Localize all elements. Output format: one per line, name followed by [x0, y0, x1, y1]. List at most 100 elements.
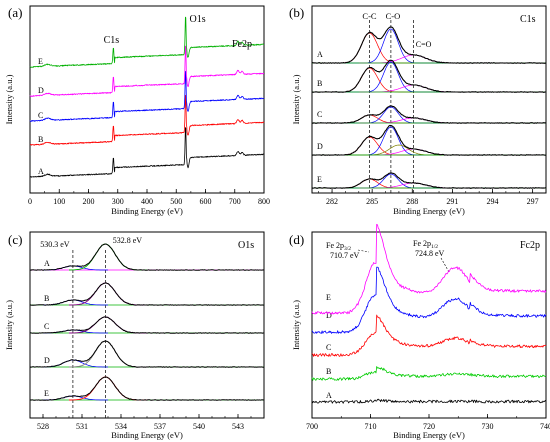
panel-d-fe12-value: 724.8 eV	[415, 249, 445, 258]
panel-b-fit-co-B	[332, 61, 493, 93]
panel-a-o1s-label: O1s	[190, 14, 206, 25]
panel-d-xtick-label: 700	[306, 422, 318, 431]
panel-d-series-label-A: A	[326, 391, 332, 400]
panel-b-ceo-label: C=O	[416, 40, 432, 49]
panel-d-fe12-leader	[440, 257, 450, 273]
panel-d-series-label-D: D	[326, 311, 332, 320]
panel-b-fit-extra-D	[345, 144, 480, 156]
panel-d-fe32-label: Fe 2p3/2	[326, 241, 351, 252]
panel-b-series-label-B: B	[317, 79, 322, 88]
panel-c-envelope-D	[29, 340, 264, 368]
panel-a-xtick-label: 800	[258, 197, 270, 206]
panel-b-series-label-C: C	[317, 110, 322, 119]
panel-a-c1s-label: C1s	[104, 35, 120, 46]
panel-d-xtick-label: 740	[540, 422, 550, 431]
panel-d-xtick-label: 730	[482, 422, 494, 431]
panel-d-xlabel: Binding Energy (eV)	[393, 430, 465, 440]
panel-b-envelope-D	[311, 124, 546, 156]
panel-d-series-label-E: E	[326, 293, 331, 302]
panel-c-xtick-label: 540	[193, 422, 205, 431]
panel-c-title: O1s	[238, 240, 254, 251]
panel-d-ylabel: Intensity (a.u.)	[291, 300, 301, 350]
panel-c-series-label-C: C	[44, 322, 49, 331]
panel-b-series-label-D: D	[317, 142, 323, 151]
panel-b-xtick-label: 297	[527, 197, 539, 206]
panel-c-frame	[29, 231, 265, 419]
panel-a-xtick-label: 200	[83, 197, 95, 206]
panel-a-series-label-B: B	[38, 135, 43, 144]
panel-b-fit-cc-D	[318, 136, 466, 156]
panel-a-fe2p-label: Fe2p	[232, 39, 252, 50]
panel-c-fit2-D	[69, 340, 147, 368]
panel-d-spectrum-C	[311, 314, 547, 357]
panel-b-frame	[311, 5, 547, 194]
panel-b-xtick-label: 288	[406, 197, 418, 206]
panel-b-envelope-E	[311, 172, 547, 189]
panel-d-series-label-B: B	[326, 367, 331, 376]
panel-c-envelope-A	[29, 243, 265, 271]
panel-a-series-label-A: A	[38, 167, 44, 176]
panel-a-spectrum-C	[29, 70, 265, 122]
panel-b-fit-cc-E	[318, 178, 466, 189]
panel-a-xlabel: Binding Energy (eV)	[111, 206, 183, 216]
panel-a-xtick-label: 400	[141, 197, 153, 206]
panel-a-xtick-label: 700	[229, 197, 241, 206]
panel-c-series-label-A: A	[44, 259, 50, 268]
panel-b-title: C1s	[520, 14, 536, 25]
panel-d-fe12-sub: 1/2	[431, 244, 438, 250]
panel-a-spectrum-B	[29, 95, 265, 146]
panel-a-xtick-label: 600	[200, 197, 212, 206]
panel-d-fe32-value: 710.7 eV	[330, 251, 360, 260]
panel-c-peak1-label: 530.3 eV	[40, 240, 70, 249]
panel-b-fit-cc-A	[318, 32, 466, 64]
panel-a-spectrum-E	[29, 16, 265, 68]
panel-b-envelope-C	[311, 105, 547, 124]
panel-c-xtick-label: 528	[37, 422, 49, 431]
panel-b-label: (b)	[289, 5, 304, 20]
panel-a-series-label-D: D	[38, 86, 44, 95]
panel-d-xtick-label: 720	[423, 422, 435, 431]
panel-c-series-label-B: B	[44, 294, 49, 303]
panel-a-series-label-E: E	[38, 57, 43, 66]
panel-b-envelope-B	[311, 59, 546, 93]
panel-b-xtick-label: 282	[326, 197, 338, 206]
panel-d-series-label-C: C	[326, 343, 331, 352]
panel-d-fe32-sub: 3/2	[344, 246, 351, 252]
panel-a-xtick-label: 500	[170, 197, 182, 206]
panel-c-xtick-label: 543	[232, 422, 244, 431]
panel-a-label: (a)	[8, 5, 22, 20]
panel-b-series-label-E: E	[317, 175, 322, 184]
panel-b-fit-cc-B	[318, 67, 466, 93]
panel-a-series-label-C: C	[38, 111, 43, 120]
panel-c-envelope-B	[29, 282, 265, 306]
panel-c-xtick-label: 537	[154, 422, 166, 431]
panel-b-xlabel: Binding Energy (eV)	[393, 206, 465, 216]
panel-c-xlabel: Binding Energy (eV)	[111, 430, 183, 440]
panel-d-spectrum-B	[311, 366, 547, 381]
panel-b-xtick-label: 294	[487, 197, 499, 206]
panel-b-co-label: C-O	[386, 11, 401, 21]
panel-a-spectrum-D	[29, 45, 265, 97]
panel-d-spectrum-D	[311, 266, 547, 334]
panel-c-envelope-E	[29, 376, 265, 401]
panel-c-envelope-C	[29, 316, 264, 334]
panel-b-cc-label: C-C	[362, 11, 377, 21]
panel-a-xtick-label: 100	[53, 197, 65, 206]
panel-c-ylabel: Intensity (a.u.)	[4, 300, 14, 350]
panel-c-series-label-E: E	[44, 389, 49, 398]
panel-b-xtick-label: 291	[446, 197, 458, 206]
panel-d-label: (d)	[289, 232, 304, 247]
panel-c-xtick-label: 534	[115, 422, 127, 431]
panel-b-envelope-A	[312, 26, 547, 64]
panel-d-spectrum-E	[311, 223, 547, 315]
panel-c-label: (c)	[8, 232, 22, 247]
panel-d-spectrum-A	[311, 398, 547, 404]
panel-c-peak2-label: 532.8 eV	[113, 236, 143, 245]
panel-d-fe32-leader	[357, 249, 370, 253]
panel-a-xtick-label: 0	[28, 197, 32, 206]
panel-b-ylabel: Intensity (a.u.)	[291, 74, 301, 124]
panel-a-frame	[29, 5, 265, 194]
panel-c-series-label-D: D	[44, 356, 50, 365]
panel-a-xtick-label: 300	[112, 197, 124, 206]
